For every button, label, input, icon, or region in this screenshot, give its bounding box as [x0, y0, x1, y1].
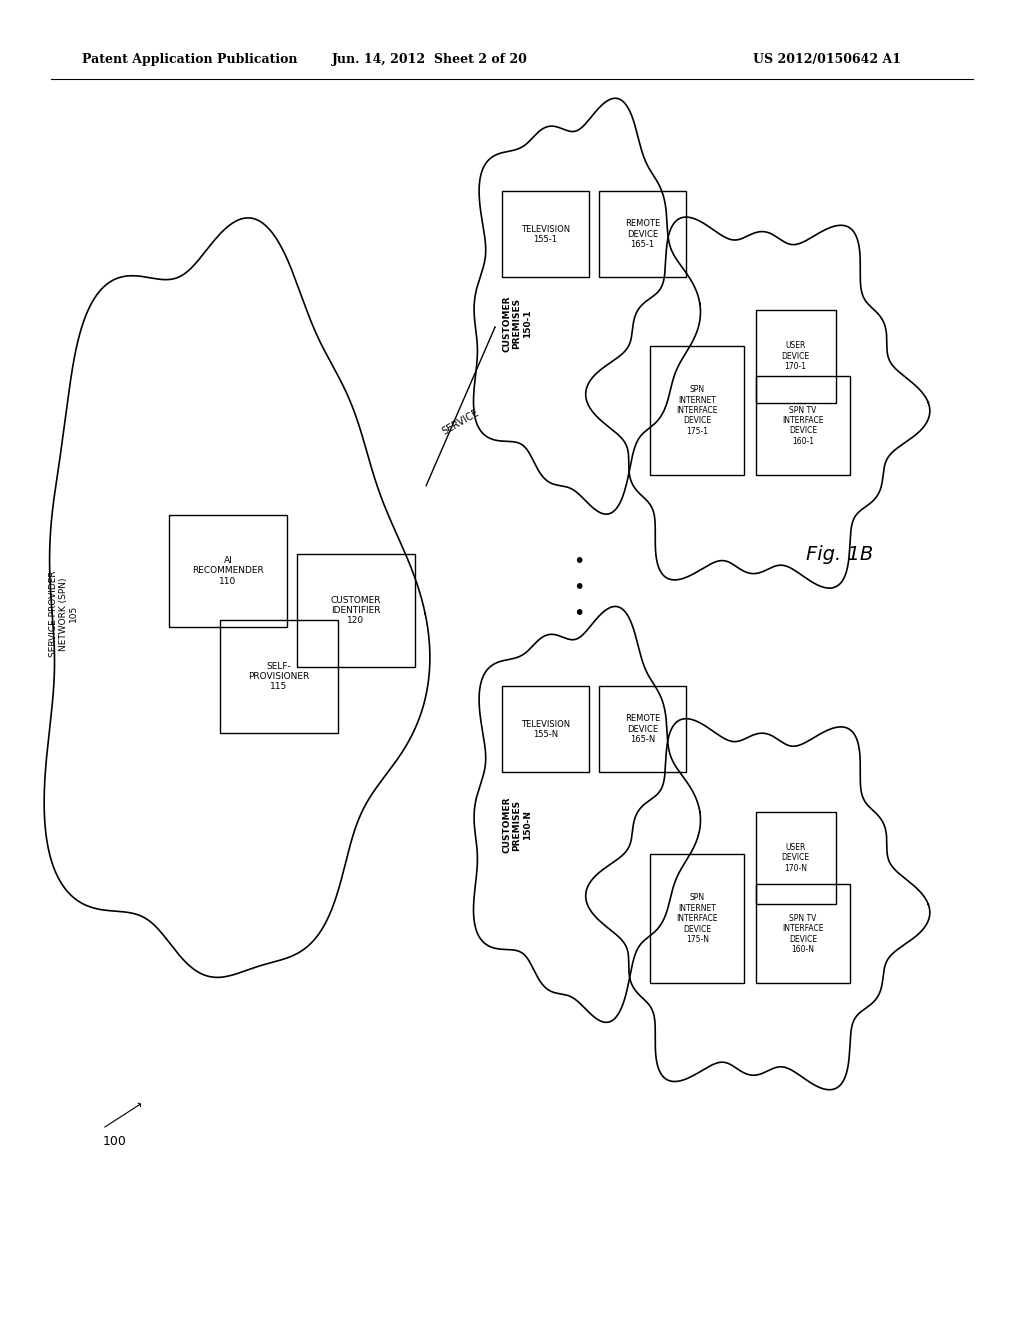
Bar	[756, 884, 850, 983]
Text: CUSTOMER
IDENTIFIER
120: CUSTOMER IDENTIFIER 120	[331, 595, 381, 626]
Text: SPN TV
INTERFACE
DEVICE
160-N: SPN TV INTERFACE DEVICE 160-N	[782, 913, 823, 954]
Bar	[502, 686, 589, 772]
Bar	[169, 515, 287, 627]
Text: SPN TV
INTERFACE
DEVICE
160-1: SPN TV INTERFACE DEVICE 160-1	[782, 405, 823, 446]
Text: TELEVISION
155-N: TELEVISION 155-N	[521, 719, 569, 739]
Text: •: •	[572, 552, 585, 570]
Text: USER
DEVICE
170-N: USER DEVICE 170-N	[781, 843, 810, 873]
Text: SERVICE: SERVICE	[440, 408, 481, 437]
Text: US 2012/0150642 A1: US 2012/0150642 A1	[753, 53, 901, 66]
Bar	[756, 310, 836, 403]
Text: REMOTE
DEVICE
165-N: REMOTE DEVICE 165-N	[625, 714, 660, 744]
Text: Jun. 14, 2012  Sheet 2 of 20: Jun. 14, 2012 Sheet 2 of 20	[332, 53, 528, 66]
Text: Patent Application Publication: Patent Application Publication	[82, 53, 297, 66]
Text: 100: 100	[102, 1135, 126, 1148]
Bar	[756, 376, 850, 475]
Bar	[220, 620, 338, 733]
Bar	[599, 686, 686, 772]
Bar	[650, 346, 744, 475]
Text: SERVICE PROVIDER
NETWORK (SPN)
105: SERVICE PROVIDER NETWORK (SPN) 105	[48, 570, 79, 657]
Bar	[650, 854, 744, 983]
Text: TELEVISION
155-1: TELEVISION 155-1	[521, 224, 569, 244]
Bar	[297, 554, 415, 667]
Text: CUSTOMER
PREMISES
150-1: CUSTOMER PREMISES 150-1	[502, 296, 532, 351]
Bar	[599, 191, 686, 277]
Text: •: •	[572, 578, 585, 597]
Text: •: •	[572, 605, 585, 623]
Text: USER
DEVICE
170-1: USER DEVICE 170-1	[781, 342, 810, 371]
Text: AI
RECOMMENDER
110: AI RECOMMENDER 110	[191, 556, 264, 586]
Bar	[756, 812, 836, 904]
Text: SPN
INTERNET
INTERFACE
DEVICE
175-1: SPN INTERNET INTERFACE DEVICE 175-1	[677, 385, 718, 436]
Text: Fig. 1B: Fig. 1B	[806, 545, 873, 564]
Bar	[502, 191, 589, 277]
Text: REMOTE
DEVICE
165-1: REMOTE DEVICE 165-1	[625, 219, 660, 249]
Text: SELF-
PROVISIONER
115: SELF- PROVISIONER 115	[249, 661, 309, 692]
Text: SPN
INTERNET
INTERFACE
DEVICE
175-N: SPN INTERNET INTERFACE DEVICE 175-N	[677, 894, 718, 944]
Text: CUSTOMER
PREMISES
150-N: CUSTOMER PREMISES 150-N	[502, 797, 532, 853]
